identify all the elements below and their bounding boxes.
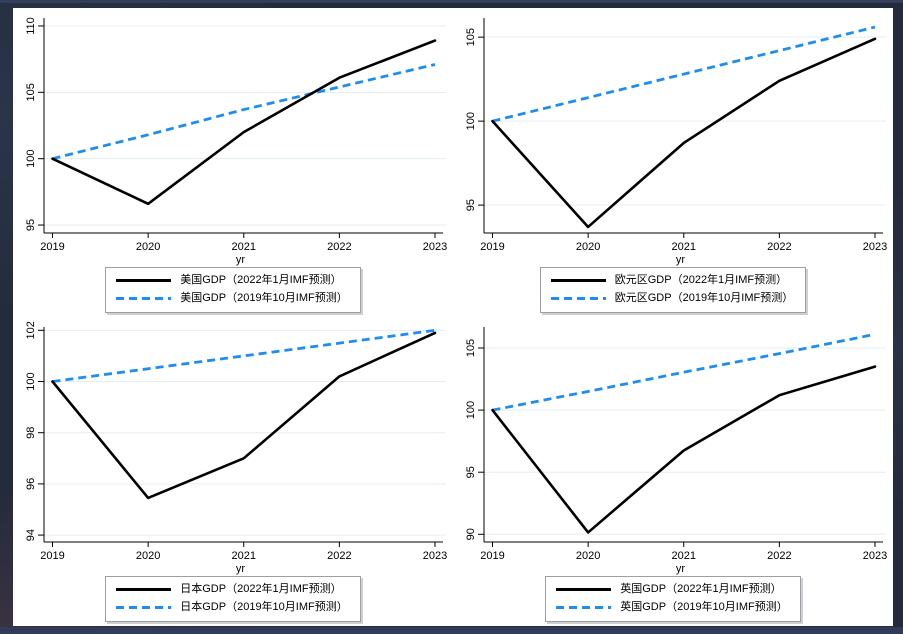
y-tick-label: 102 bbox=[25, 321, 37, 339]
y-tick-label: 94 bbox=[25, 529, 37, 541]
legend-line-sample-solid-icon bbox=[550, 279, 606, 282]
chart-plot-japan: 94 96 98 100 102 2019 2020 2021 2022 2023 yr bbox=[25, 321, 447, 575]
x-axis-title: yr bbox=[676, 563, 686, 575]
legend-item: 美国GDP（2022年1月IMF预测） bbox=[116, 273, 347, 288]
legend-label: 美国GDP（2022年1月IMF预测） bbox=[180, 274, 342, 286]
y-tick-label: 100 bbox=[25, 149, 37, 167]
x-tick-label: 2022 bbox=[767, 550, 791, 562]
legend-wrap: 欧元区GDP（2022年1月IMF预测） 欧元区GDP（2019年10月IMF预测… bbox=[453, 267, 893, 313]
legend-wrap: 英国GDP（2022年1月IMF预测） 英国GDP（2019年10月IMF预测） bbox=[453, 576, 893, 622]
legend-wrap: 日本GDP（2022年1月IMF预测） 日本GDP（2019年10月IMF预测） bbox=[13, 576, 453, 622]
chart-panel-japan: 94 96 98 100 102 2019 2020 2021 2022 2023 yr 日本GDP（… bbox=[13, 317, 453, 626]
legend-item: 美国GDP（2019年10月IMF预测） bbox=[116, 291, 348, 306]
x-tick-label: 2019 bbox=[480, 550, 504, 562]
legend: 英国GDP（2022年1月IMF预测） 英国GDP（2019年10月IMF预测） bbox=[545, 576, 801, 622]
chart-panel-us: 95 100 105 110 2019 2020 2021 2022 2023 yr 美国GDP（2… bbox=[13, 8, 453, 317]
y-tick-label: 100 bbox=[25, 372, 37, 390]
y-tick-label: 95 bbox=[25, 219, 37, 231]
x-tick-label: 2020 bbox=[576, 550, 600, 562]
y-tick-label: 105 bbox=[465, 339, 477, 357]
series-line-solid bbox=[51, 39, 437, 206]
series-line-dashed bbox=[52, 328, 436, 383]
chart-plot-uk: 90 95 100 105 2019 2020 2021 2022 2023 yr bbox=[465, 327, 887, 575]
x-axis-title: yr bbox=[236, 254, 246, 266]
legend-line-sample-solid-icon bbox=[116, 588, 172, 591]
x-tick-label: 2021 bbox=[232, 550, 256, 562]
chart-grid: 95 100 105 110 2019 2020 2021 2022 2023 yr 美国GDP（2… bbox=[13, 8, 893, 626]
x-tick-label: 2020 bbox=[136, 241, 160, 253]
taskbar-strip bbox=[0, 627, 903, 634]
legend-item: 欧元区GDP（2019年10月IMF预测） bbox=[550, 291, 794, 306]
legend: 日本GDP（2022年1月IMF预测） 日本GDP（2019年10月IMF预测） bbox=[105, 576, 361, 622]
x-tick-label: 2022 bbox=[327, 241, 351, 253]
x-tick-label: 2020 bbox=[136, 550, 160, 562]
legend-line-sample-dashed-icon bbox=[556, 606, 612, 609]
legend-item: 日本GDP（2022年1月IMF预测） bbox=[116, 582, 347, 597]
legend-label: 日本GDP（2019年10月IMF预测） bbox=[180, 601, 348, 613]
x-tick-label: 2022 bbox=[767, 241, 791, 253]
series-line-dashed bbox=[492, 25, 876, 123]
y-tick-label: 110 bbox=[25, 17, 37, 35]
chart-panel-uk: 90 95 100 105 2019 2020 2021 2022 2023 yr 英国GDP（20… bbox=[453, 317, 893, 626]
legend-label: 英国GDP（2022年1月IMF预测） bbox=[620, 583, 782, 595]
legend-line-sample-dashed-icon bbox=[116, 297, 172, 300]
x-tick-label: 2022 bbox=[327, 550, 351, 562]
x-axis-title: yr bbox=[236, 563, 246, 575]
x-tick-label: 2023 bbox=[423, 241, 447, 253]
x-tick-label: 2019 bbox=[40, 241, 64, 253]
legend-line-sample-solid-icon bbox=[556, 588, 612, 591]
graph-window: 95 100 105 110 2019 2020 2021 2022 2023 yr 美国GDP（2… bbox=[13, 8, 893, 626]
legend-wrap: 美国GDP（2022年1月IMF预测） 美国GDP（2019年10月IMF预测） bbox=[13, 267, 453, 313]
y-tick-label: 100 bbox=[465, 401, 477, 419]
x-tick-label: 2020 bbox=[576, 241, 600, 253]
chart-plot-eurozone: 95 100 105 2019 2020 2021 2022 2023 yr bbox=[465, 18, 887, 266]
legend-label: 日本GDP（2022年1月IMF预测） bbox=[180, 583, 342, 595]
y-tick-label: 95 bbox=[465, 466, 477, 478]
y-tick-label: 105 bbox=[465, 28, 477, 46]
series-line-solid bbox=[491, 365, 877, 534]
x-tick-label: 2021 bbox=[672, 241, 696, 253]
desktop-top-edge bbox=[0, 0, 903, 3]
series-line-solid bbox=[491, 37, 877, 229]
y-tick-label: 96 bbox=[25, 478, 37, 490]
x-tick-label: 2021 bbox=[672, 550, 696, 562]
series-line-dashed bbox=[52, 63, 436, 161]
series-line-solid bbox=[51, 331, 437, 500]
y-tick-label: 90 bbox=[465, 528, 477, 540]
y-tick-label: 100 bbox=[465, 112, 477, 130]
x-tick-label: 2019 bbox=[480, 241, 504, 253]
legend-label: 美国GDP（2019年10月IMF预测） bbox=[180, 292, 348, 304]
chart-plot-us: 95 100 105 110 2019 2020 2021 2022 2023 yr bbox=[25, 17, 447, 266]
x-axis-title: yr bbox=[676, 254, 686, 266]
series-line-dashed bbox=[492, 332, 876, 412]
legend-item: 英国GDP（2019年10月IMF预测） bbox=[556, 600, 788, 615]
legend-label: 英国GDP（2019年10月IMF预测） bbox=[620, 601, 788, 613]
chart-panel-eurozone: 95 100 105 2019 2020 2021 2022 2023 yr 欧元区GDP（202… bbox=[453, 8, 893, 317]
x-tick-label: 2021 bbox=[232, 241, 256, 253]
legend-item: 欧元区GDP（2022年1月IMF预测） bbox=[550, 273, 793, 288]
legend-label: 欧元区GDP（2022年1月IMF预测） bbox=[614, 274, 788, 286]
legend: 美国GDP（2022年1月IMF预测） 美国GDP（2019年10月IMF预测） bbox=[105, 267, 361, 313]
y-tick-label: 95 bbox=[465, 199, 477, 211]
legend-line-sample-dashed-icon bbox=[116, 606, 172, 609]
x-tick-label: 2019 bbox=[40, 550, 64, 562]
legend-item: 英国GDP（2022年1月IMF预测） bbox=[556, 582, 787, 597]
x-tick-label: 2023 bbox=[863, 241, 887, 253]
legend: 欧元区GDP（2022年1月IMF预测） 欧元区GDP（2019年10月IMF预测… bbox=[539, 267, 807, 313]
x-tick-label: 2023 bbox=[863, 550, 887, 562]
legend-line-sample-solid-icon bbox=[116, 279, 172, 282]
y-tick-label: 105 bbox=[25, 83, 37, 101]
legend-item: 日本GDP（2019年10月IMF预测） bbox=[116, 600, 348, 615]
legend-label: 欧元区GDP（2019年10月IMF预测） bbox=[614, 292, 794, 304]
legend-line-sample-dashed-icon bbox=[550, 297, 606, 300]
y-tick-label: 98 bbox=[25, 427, 37, 439]
x-tick-label: 2023 bbox=[423, 550, 447, 562]
